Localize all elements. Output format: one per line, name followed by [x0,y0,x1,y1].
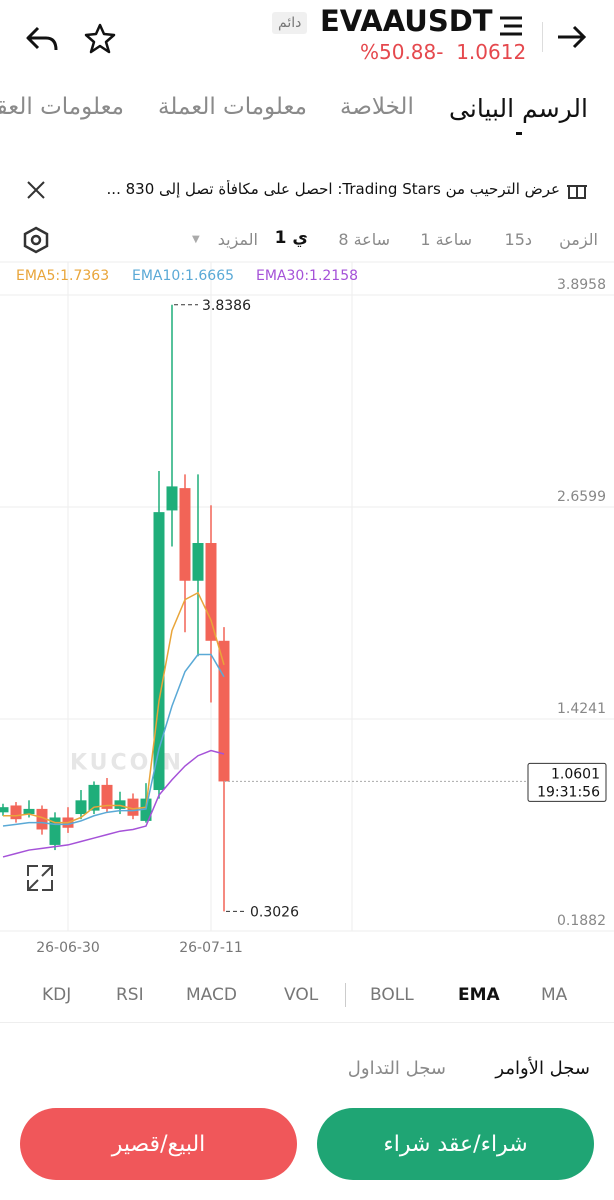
order-history[interactable]: سجل الأوامر [495,1058,590,1079]
price: 1.0612 [456,40,527,64]
buy-button[interactable]: شراء/عقد شراء [317,1108,594,1180]
candle-body [23,808,35,815]
price-change: %50.88- 1.0612 [360,40,526,64]
share-icon[interactable] [24,20,60,56]
tab[interactable]: الخلاصة [340,94,414,120]
legend-entry: EMA10:1.6665 [132,268,234,284]
timeframe[interactable]: 15د [504,230,532,249]
indicator[interactable]: MA [541,985,568,1005]
candle-body [205,543,217,641]
candle-body [140,798,152,821]
tab[interactable]: الرسم البيانى [449,94,588,123]
candle-body [0,807,9,813]
indicator[interactable]: EMA [458,985,500,1005]
badge: دائم [272,12,308,34]
banner-text[interactable]: عرض الترحيب من Trading Stars: احصل على م… [106,180,560,198]
candle-body [36,808,48,830]
ema-line [2,653,225,827]
gift-icon [567,185,587,199]
tab[interactable]: معلومات العقد [0,94,124,120]
candle-body [192,543,204,581]
back-icon[interactable] [556,24,588,50]
divider [0,1022,614,1023]
watermark: KUCOIN [70,750,184,775]
settings-icon[interactable] [22,226,50,254]
indicator[interactable]: RSI [116,985,144,1005]
change: %50.88- [360,40,444,64]
candle-body [127,798,139,816]
candle-body [166,486,178,511]
ema-line [2,749,225,858]
candle-body [75,800,87,815]
last-price: 1.0601 [551,766,600,782]
max-label: 3.8386 [202,298,251,314]
candle-body [179,488,191,581]
candle-body [101,784,113,809]
chart: 26-06-30 26-07-11 0.1882 1.4241 2.6599 3.8958… [0,261,614,956]
candle-body [49,817,61,845]
last-time: 19:31:56 [537,784,600,800]
legend-entry: EMA5:1.7363 [16,268,109,284]
x-tick-label: 26-06-30 [36,940,100,956]
y-tick-label: 1.4241 [557,701,606,717]
y-tick-label: 3.8958 [557,277,606,293]
timeframe-more[interactable]: المزيد [217,230,258,249]
x-tick-label: 26-07-11 [179,940,243,956]
favorite-icon[interactable] [84,22,116,54]
indicator[interactable]: MACD [186,985,237,1005]
menu-icon[interactable] [498,14,524,38]
last-price-box [527,762,607,802]
candle-body [153,512,165,791]
timeframe-label: الزمن [559,230,598,249]
legend-entry: EMA30:1.2158 [256,268,358,284]
expand-icon[interactable] [27,865,53,891]
trade-history[interactable]: سجل التداول [347,1058,446,1079]
timeframe[interactable]: 8 ساعة [338,230,390,249]
timeframe[interactable]: 1 ساعة [420,230,472,249]
min-label: 0.3026 [250,904,299,920]
candle-body [88,784,100,811]
divider [542,22,543,52]
candle-body [218,640,230,782]
indicator[interactable]: KDJ [42,985,72,1005]
indicator[interactable]: VOL [284,985,319,1005]
indicator[interactable]: BOLL [370,985,414,1005]
dropdown-arrow: ▼ [192,234,200,245]
y-tick-label: 0.1882 [557,913,606,929]
sell-button[interactable]: البيع/قصير [20,1108,297,1180]
close-icon[interactable] [26,180,46,200]
ema-line [3,591,225,824]
candle-body [114,800,126,809]
divider [345,983,346,1007]
timeframe[interactable]: 1 ي [274,228,308,248]
candle-body [10,805,22,820]
tab[interactable]: معلومات العملة [158,94,307,120]
y-tick-label: 2.6599 [557,489,606,505]
tab-indicator [516,132,522,135]
symbol[interactable]: EVAAUSDT [320,4,493,38]
